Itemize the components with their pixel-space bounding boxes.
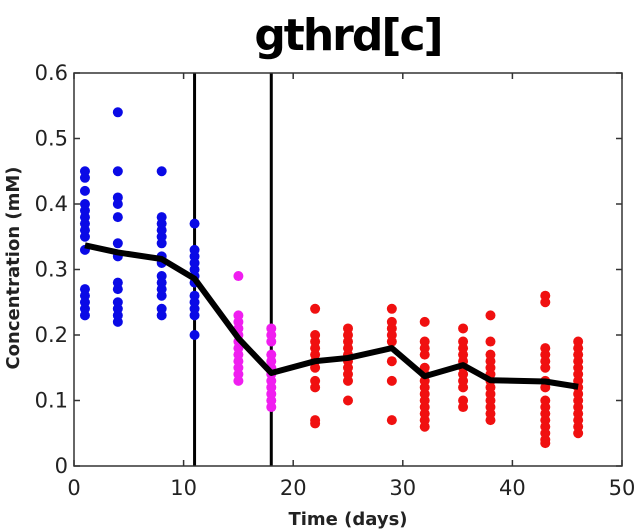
chart-title: gthrd[c] (254, 10, 441, 61)
data-point (189, 330, 200, 340)
y-tick-label: 0.1 (35, 389, 68, 413)
data-point (156, 212, 167, 223)
data-point (112, 277, 123, 288)
data-point (343, 323, 353, 334)
data-point (112, 107, 123, 118)
data-point (386, 303, 397, 314)
data-point (189, 290, 200, 301)
data-point (79, 284, 90, 295)
y-tick-label: 0.5 (35, 127, 68, 151)
data-point (458, 336, 469, 347)
data-point (112, 238, 123, 249)
mean-line (84, 242, 579, 390)
data-point (310, 375, 321, 386)
data-point (485, 349, 496, 360)
data-point (458, 395, 469, 406)
x-tick-label: 20 (280, 476, 307, 500)
data-point (79, 166, 90, 177)
plot-frame (73, 72, 623, 467)
data-point (310, 303, 321, 314)
data-point (310, 330, 321, 340)
data-point (189, 244, 200, 255)
data-point (458, 323, 469, 334)
data-point (485, 310, 496, 321)
y-tick-label: 0.6 (35, 61, 68, 85)
y-tick-label: 0.4 (35, 192, 68, 216)
data-point (266, 349, 277, 360)
data-point (79, 199, 90, 209)
mean-line-layer (84, 242, 579, 390)
data-point (156, 166, 167, 177)
data-point (79, 185, 90, 196)
x-tick-label: 50 (609, 476, 636, 500)
data-point (233, 310, 244, 321)
y-tick-label: 0 (55, 454, 68, 478)
data-point (540, 290, 551, 301)
data-point (112, 192, 123, 203)
x-tick-label: 10 (170, 476, 197, 500)
data-point (540, 343, 551, 354)
data-point (386, 375, 397, 386)
data-point (156, 303, 167, 314)
data-point (112, 212, 123, 223)
data-point (112, 166, 123, 177)
x-axis-label: Time (days) (288, 509, 407, 530)
data-point (310, 415, 321, 426)
data-point (156, 271, 167, 282)
x-tick-label: 30 (389, 476, 416, 500)
data-point (233, 271, 244, 282)
data-point (419, 316, 430, 327)
y-tick-label: 0.2 (35, 323, 68, 347)
data-point (540, 395, 551, 406)
data-point (266, 323, 277, 334)
data-point (419, 336, 430, 347)
data-point (573, 336, 584, 347)
data-point (386, 415, 397, 426)
data-point (112, 297, 123, 308)
x-tick-label: 0 (67, 476, 80, 500)
y-tick-label: 0.3 (35, 258, 68, 282)
y-axis-label: Concentration (mM) (3, 166, 24, 369)
data-points (79, 107, 584, 449)
phase-boundary-lines (193, 73, 273, 466)
data-point (189, 218, 200, 229)
data-point (386, 316, 397, 327)
axes: 0 10 20 30 40 50 0 0.1 0.2 0.3 0.4 0.5 0.6 (35, 61, 636, 500)
data-point (485, 336, 496, 347)
x-tick-label: 40 (499, 476, 526, 500)
data-point (386, 356, 397, 367)
data-point (343, 395, 353, 406)
